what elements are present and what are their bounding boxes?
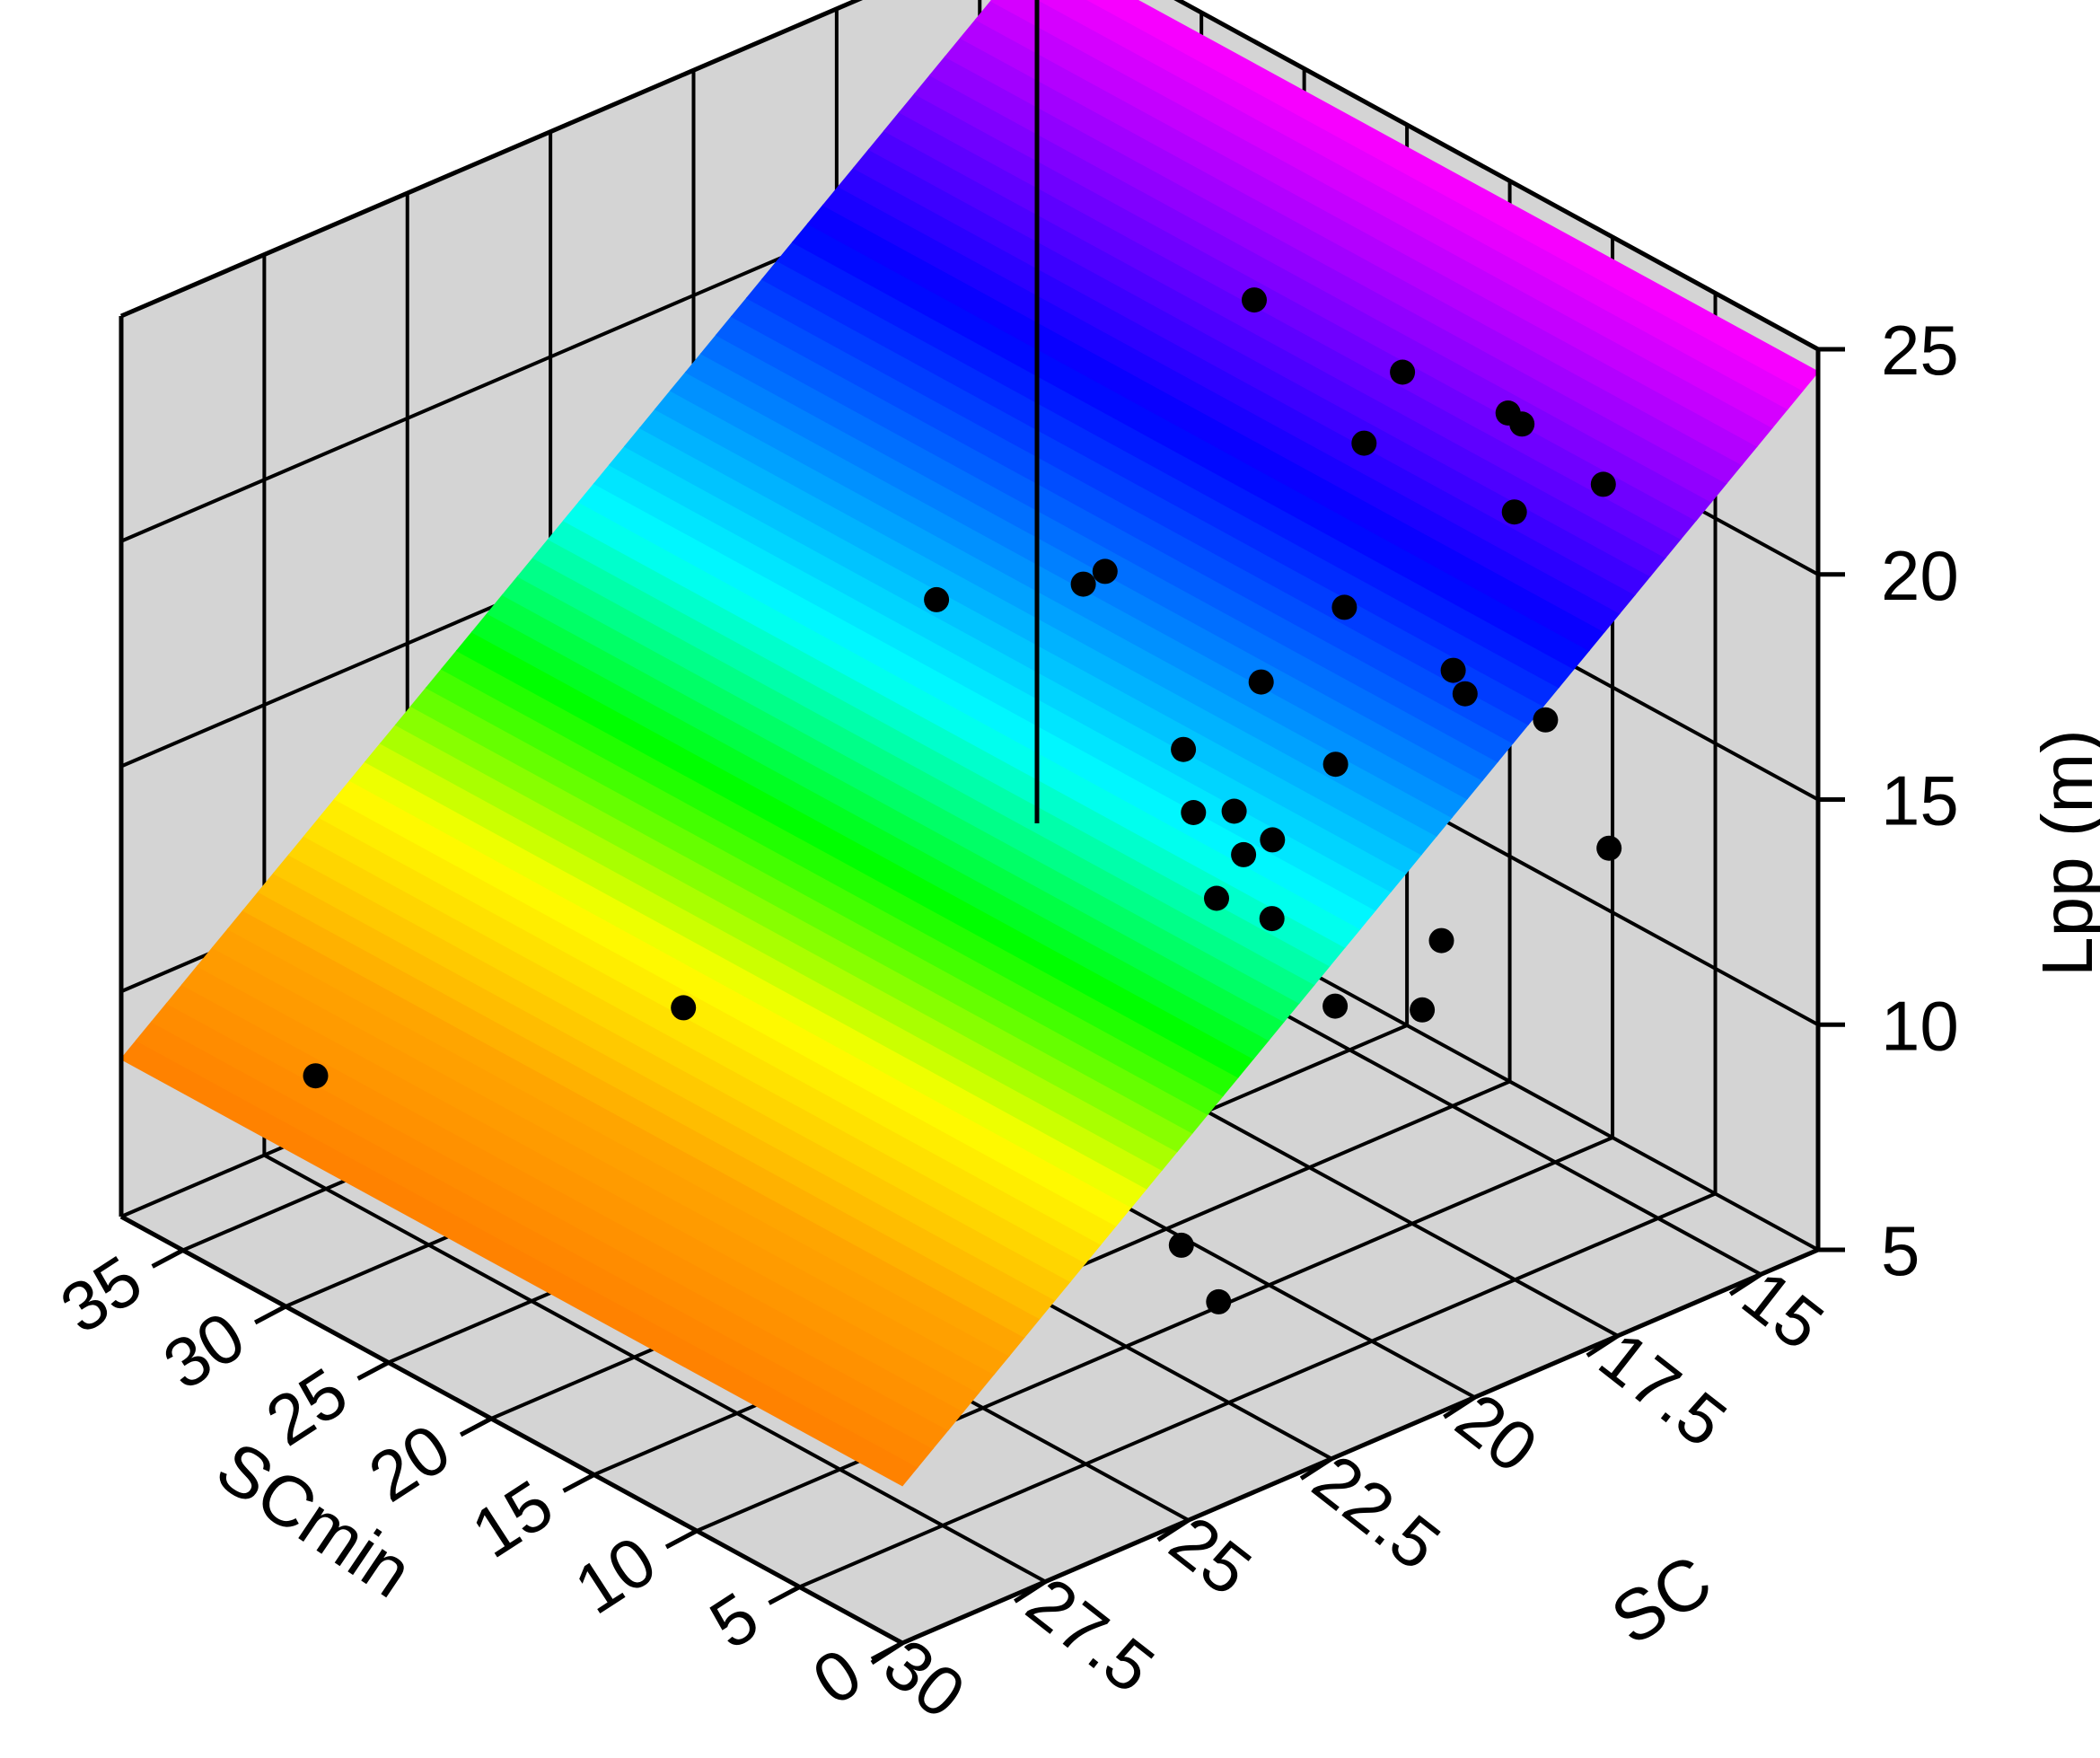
z-tick-label: 25 — [1881, 311, 1959, 390]
data-point — [1231, 841, 1257, 867]
z-tick-label: 5 — [1881, 1211, 1920, 1290]
data-point — [1204, 885, 1229, 911]
y-tick — [870, 1640, 904, 1666]
data-point — [1322, 993, 1349, 1019]
z-axis-title: Lpp (m) — [2027, 729, 2100, 977]
axis-ticks — [151, 347, 1845, 1666]
y-tick — [1728, 1272, 1762, 1297]
data-point — [303, 1063, 329, 1089]
x-tick-label: 0 — [799, 1632, 874, 1719]
x-tick — [768, 1585, 801, 1605]
frame-edge — [120, 0, 864, 319]
x-tick — [562, 1472, 595, 1493]
data-point — [1092, 558, 1118, 585]
x-tick-label: 5 — [696, 1577, 771, 1664]
data-point — [1248, 669, 1274, 695]
x-tick — [151, 1248, 184, 1269]
axis-frame — [119, 0, 1821, 1646]
data-point — [1260, 827, 1286, 853]
data-points — [303, 287, 1622, 1314]
x-tick — [253, 1304, 287, 1325]
surface-band — [1037, 0, 1805, 410]
y-tick — [1586, 1333, 1620, 1358]
y-tick-label: 30 — [870, 1623, 980, 1734]
y-tick — [1014, 1579, 1047, 1604]
data-point — [1070, 571, 1096, 597]
frame-edge — [1173, 0, 1820, 352]
data-point — [1590, 471, 1616, 497]
floor-gridline-x — [696, 1136, 1613, 1533]
z-tick-label: 20 — [1881, 536, 1959, 615]
x-tick — [664, 1528, 699, 1550]
data-point — [924, 586, 950, 612]
data-point — [1452, 681, 1478, 707]
x-tick — [459, 1416, 493, 1437]
data-point — [1206, 1288, 1232, 1314]
data-point — [671, 995, 697, 1021]
data-point — [1596, 835, 1622, 861]
data-point — [1440, 657, 1466, 683]
data-point — [1181, 800, 1207, 825]
x-tick-label: 10 — [561, 1520, 670, 1629]
data-point — [1533, 707, 1559, 733]
data-point — [1331, 594, 1358, 620]
y-tick — [1443, 1395, 1476, 1420]
frame-edge — [901, 1247, 1819, 1646]
x-tick-label: 15 — [458, 1464, 567, 1573]
y-tick — [1156, 1518, 1191, 1543]
y-tick — [1299, 1456, 1333, 1481]
z-tick-label: 10 — [1881, 986, 1959, 1065]
y-axis-title: SC — [1598, 1539, 1725, 1659]
data-point — [1351, 430, 1377, 456]
frame-edge — [119, 1214, 904, 1646]
data-point — [1390, 359, 1416, 385]
z-tick-label: 15 — [1881, 761, 1959, 840]
data-point — [1242, 287, 1267, 313]
data-point — [1322, 752, 1349, 778]
data-point — [1221, 798, 1247, 824]
data-point — [1410, 997, 1436, 1023]
data-point — [1501, 499, 1527, 525]
surface-band — [1086, 0, 1820, 391]
x-tick-label: 20 — [356, 1408, 464, 1516]
floor-gridline-x — [798, 1191, 1717, 1589]
x-tick — [356, 1360, 390, 1381]
x-tick-label: 35 — [47, 1240, 155, 1349]
data-point — [1171, 736, 1197, 762]
data-point — [1509, 411, 1535, 437]
surface-band — [989, 0, 1789, 429]
x-tick-label: 30 — [150, 1296, 259, 1404]
floor-gridline-y — [263, 1153, 1047, 1584]
data-point — [1259, 906, 1285, 932]
data-point — [1428, 927, 1454, 954]
data-point — [1168, 1232, 1194, 1258]
